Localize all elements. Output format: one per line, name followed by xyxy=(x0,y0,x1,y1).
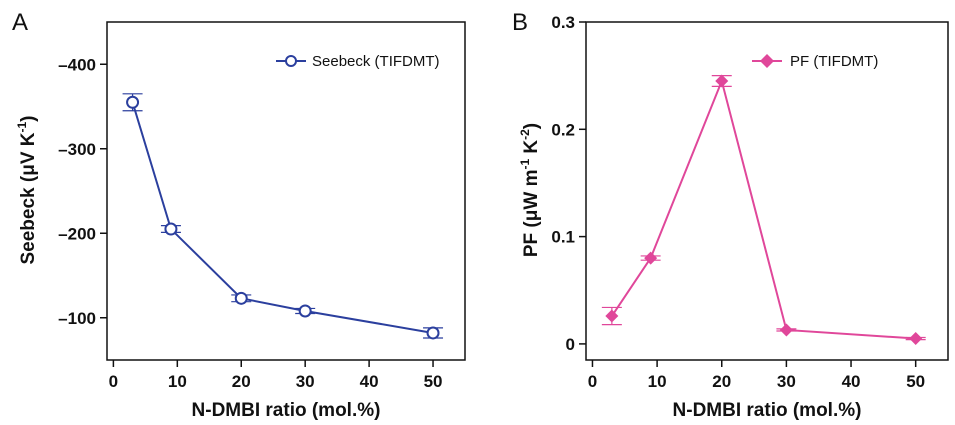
data-point xyxy=(426,326,440,340)
data-point xyxy=(909,332,923,346)
y-axis-title-b-exp2: -2 xyxy=(518,129,532,140)
data-point xyxy=(234,291,248,305)
x-axis-title-b: N-DMBI ratio (mol.%) xyxy=(673,400,862,421)
plot-frame-a xyxy=(106,21,466,361)
legend-label-seebeck: Seebeck (TIFDMT) xyxy=(312,53,440,70)
series-seebeck xyxy=(122,93,444,340)
x-axis-ticks-a: 0 10 20 30 40 50 xyxy=(109,360,443,391)
panel-label-b: B xyxy=(512,9,528,36)
panel-a-seebeck-chart: A 0 10 20 30 40 50 –100 –200 –300 –400 Seebeck (… xyxy=(12,9,466,421)
y-axis-title-a-close: ) xyxy=(18,115,39,121)
y-axis-ticks-b: 0 0.1 0.2 0.3 xyxy=(551,13,586,354)
data-point xyxy=(644,251,658,265)
x-tick-label: 20 xyxy=(232,372,251,391)
y-axis-title-b-exp1: -1 xyxy=(518,159,532,170)
data-point xyxy=(126,95,140,109)
panel-label-a: A xyxy=(12,9,28,36)
legend-a: Seebeck (TIFDMT) xyxy=(276,53,440,70)
y-tick-label: –100 xyxy=(58,309,96,328)
y-axis-title-a-exp: -1 xyxy=(15,121,29,132)
x-tick-label: 50 xyxy=(906,372,925,391)
x-axis-title-a: N-DMBI ratio (mol.%) xyxy=(192,400,381,421)
x-axis-ticks-b: 0 10 20 30 40 50 xyxy=(588,360,925,391)
x-tick-label: 30 xyxy=(777,372,796,391)
data-point xyxy=(605,309,619,323)
y-axis-title-a: Seebeck (μV K-1) xyxy=(15,115,39,264)
x-tick-label: 30 xyxy=(296,372,315,391)
x-tick-label: 20 xyxy=(712,372,731,391)
y-axis-ticks-a: –100 –200 –300 –400 xyxy=(58,55,107,328)
data-point xyxy=(164,222,178,236)
x-tick-label: 40 xyxy=(360,372,379,391)
x-tick-label: 0 xyxy=(109,372,118,391)
y-tick-label: 0 xyxy=(566,335,575,354)
y-tick-label: –400 xyxy=(58,55,96,74)
plot-frame-b xyxy=(585,21,949,361)
x-tick-label: 40 xyxy=(842,372,861,391)
legend-b: PF (TIFDMT) xyxy=(752,53,878,70)
y-tick-label: –300 xyxy=(58,140,96,159)
y-axis-title-b-base: PF (μW m xyxy=(521,170,542,258)
data-point xyxy=(715,74,729,88)
y-tick-label: –200 xyxy=(58,224,96,243)
y-axis-title-b: PF (μW m-1 K-2) xyxy=(518,123,542,257)
x-tick-label: 50 xyxy=(424,372,443,391)
y-tick-label: 0.1 xyxy=(551,228,575,247)
y-axis-title-a-base: Seebeck (μV K xyxy=(18,132,39,264)
x-tick-label: 10 xyxy=(168,372,187,391)
panel-b-pf-chart: B 0 10 20 30 40 50 0 0.1 0.2 0.3 PF (TIFDMT) N-D… xyxy=(512,9,949,421)
series-line xyxy=(611,77,916,340)
series-line xyxy=(131,101,434,334)
legend-marker-pf xyxy=(760,54,774,68)
y-tick-label: 0.2 xyxy=(551,120,575,139)
data-point xyxy=(779,323,793,337)
series-pf xyxy=(601,74,926,346)
y-tick-label: 0.3 xyxy=(551,13,575,32)
x-tick-label: 0 xyxy=(588,372,597,391)
legend-marker-seebeck xyxy=(285,55,297,67)
y-axis-title-b-mid: K xyxy=(521,140,542,159)
x-tick-label: 10 xyxy=(648,372,667,391)
y-axis-title-b-close: ) xyxy=(521,123,542,129)
data-point xyxy=(298,304,312,318)
legend-label-pf: PF (TIFDMT) xyxy=(790,53,878,70)
